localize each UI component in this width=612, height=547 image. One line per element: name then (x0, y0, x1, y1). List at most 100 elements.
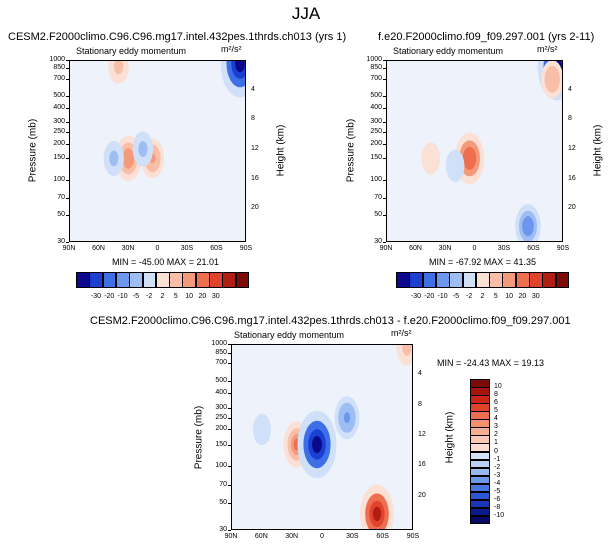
contour-negative-3-3 (343, 412, 351, 424)
pressure-tick-label: 1000 (366, 56, 382, 63)
pressure-tick-label: 30 (57, 238, 65, 245)
pressure-tick-label: 400 (370, 103, 382, 111)
latitude-tick-label: 90S (406, 533, 420, 540)
panel-1-subtitle: Stationary eddy momentum (76, 46, 187, 56)
panel-2-heatmap (387, 61, 562, 241)
pressure-tick-mark (228, 362, 231, 364)
colorbar-label: 6 (494, 399, 498, 407)
panel-2-units: m²/s² (537, 44, 558, 54)
pressure-tick-label: 200 (53, 139, 65, 147)
colorbar-label: -2 (466, 293, 473, 300)
contour-positive-0-3 (465, 152, 474, 165)
colorbar-swatch (76, 272, 90, 288)
height-tick-label: 12 (568, 144, 576, 152)
colorbar-swatch (435, 272, 450, 288)
height-tick-label: 4 (251, 85, 255, 93)
latitude-tick-label: 30S (497, 245, 511, 252)
colorbar-label: 1 (494, 439, 498, 447)
height-tick-label: 20 (251, 204, 259, 212)
colorbar-label: -6 (494, 495, 501, 503)
pressure-tick-mark (228, 530, 231, 531)
height-tick-label: 12 (251, 144, 259, 152)
pressure-tick-mark (228, 485, 231, 487)
pressure-tick-label: 500 (53, 91, 65, 99)
pressure-tick-label: 100 (215, 462, 227, 470)
pressure-tick-label: 400 (215, 388, 227, 396)
pressure-tick-label: 850 (370, 64, 382, 72)
latitude-tick-label: 60N (92, 245, 105, 252)
pressure-tick-label: 500 (215, 376, 227, 384)
contour-negative-3-3 (452, 161, 458, 170)
pressure-tick-label: 150 (53, 154, 65, 162)
height-tick-label: 8 (568, 115, 572, 123)
colorbar-label: -10 (437, 293, 448, 300)
pressure-tick-label: 300 (53, 118, 65, 126)
pressure-tick-mark (228, 407, 231, 409)
pressure-tick-mark (383, 198, 386, 200)
panel-3-ylabel-right: Height (km) (444, 411, 456, 464)
pressure-tick-label: 30 (374, 238, 382, 245)
colorbar-label: 30 (531, 293, 540, 300)
pressure-tick-mark (228, 380, 231, 382)
colorbar-swatch (502, 272, 517, 288)
colorbar-swatch (209, 272, 223, 288)
colorbar-label: 10 (494, 383, 502, 391)
colorbar-swatch (195, 272, 210, 288)
latitude-tick-label: 60S (527, 245, 540, 252)
pressure-tick-mark (66, 107, 69, 109)
pressure-tick-label: 50 (374, 211, 382, 219)
pressure-tick-mark (383, 107, 386, 109)
latitude-tick-label: 60S (376, 533, 389, 540)
pressure-tick-label: 250 (53, 127, 65, 135)
pressure-tick-mark (66, 78, 69, 80)
pressure-tick-mark (383, 95, 386, 97)
panel-1-ylabel-right: Height (km) (275, 124, 287, 177)
contour-positive-5-3 (549, 74, 556, 85)
pressure-tick-label: 300 (370, 118, 382, 126)
colorbar-swatch (555, 272, 570, 288)
colorbar-label: -20 (424, 293, 435, 300)
contour-negative-2-3 (312, 436, 322, 453)
pressure-tick-mark (383, 215, 386, 217)
panel-1-plot (69, 60, 246, 242)
height-tick-label: 20 (568, 204, 576, 212)
pressure-tick-label: 1000 (49, 56, 65, 63)
pressure-tick-mark (383, 122, 386, 124)
colorbar-label: -30 (410, 293, 422, 300)
colorbar-swatch (409, 272, 424, 288)
latitude-tick-label: 90N (224, 533, 238, 540)
latitude-tick-label: 30N (285, 533, 299, 540)
panel-3-units: m²/s² (391, 328, 412, 338)
pressure-tick-mark (228, 466, 231, 468)
pressure-tick-mark (383, 78, 386, 80)
latitude-tick-label: 90S (556, 245, 570, 252)
colorbar-label: -5 (494, 487, 501, 495)
panel-1-title: CESM2.F2000climo.C96.C96.mg17.intel.432p… (8, 31, 347, 43)
height-tick-label: 16 (568, 174, 576, 182)
colorbar-label: -20 (104, 293, 115, 300)
pressure-tick-label: 50 (219, 498, 227, 506)
contour-positive-0-3 (372, 506, 382, 522)
panel-1-stats: MIN = -45.00 MAX = 21.01 (112, 257, 220, 267)
height-tick-label: 12 (418, 430, 426, 438)
colorbar-swatch (489, 272, 503, 288)
panel-2-stats: MIN = -67.92 MAX = 41.35 (429, 257, 537, 267)
colorbar-swatch (529, 272, 543, 288)
contour-positive-1-3 (428, 154, 434, 163)
latitude-tick-label: 30N (438, 245, 452, 252)
panel-3-ylabel: Pressure (mb) (193, 405, 205, 470)
pressure-tick-mark (228, 352, 231, 354)
panel-2-ylabel: Pressure (mb) (345, 118, 357, 183)
height-tick-label: 8 (251, 115, 255, 123)
pressure-tick-mark (228, 344, 231, 345)
pressure-tick-label: 50 (57, 211, 65, 219)
panel-3-plot (231, 344, 413, 530)
pressure-tick-label: 700 (370, 74, 382, 82)
pressure-tick-mark (383, 242, 386, 243)
colorbar-swatch (102, 272, 117, 288)
pressure-tick-label: 250 (370, 127, 382, 135)
colorbar-swatch (422, 272, 437, 288)
pressure-tick-mark (66, 122, 69, 124)
pressure-tick-mark (66, 242, 69, 243)
pressure-tick-label: 150 (370, 154, 382, 162)
